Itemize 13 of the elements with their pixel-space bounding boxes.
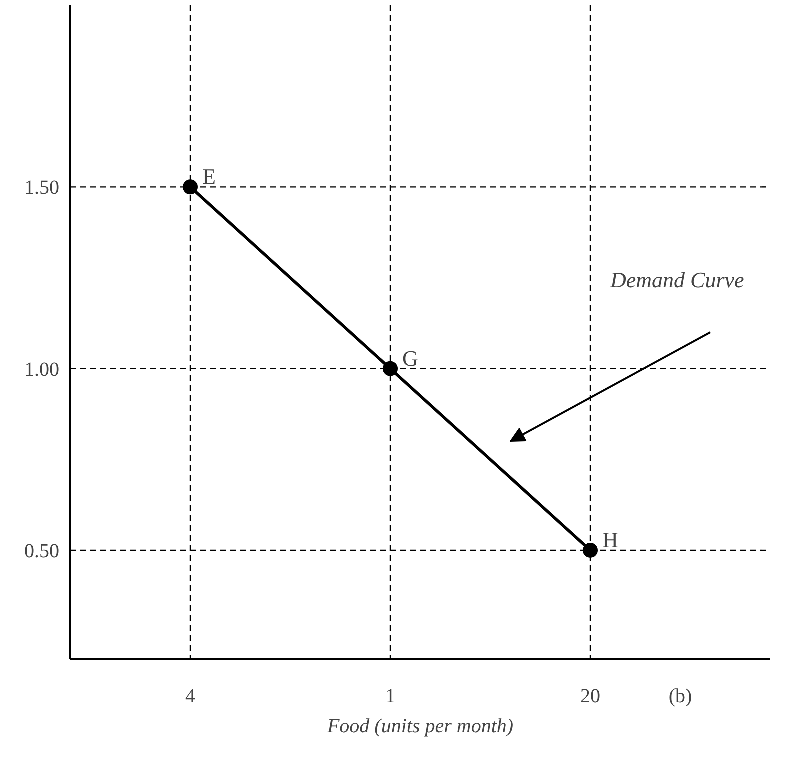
y-tick-label: 0.50	[24, 540, 60, 562]
x-tick-label: 4	[186, 686, 196, 708]
y-tick-label: 1.50	[24, 177, 60, 200]
x-tick-label: 20	[580, 686, 600, 708]
x-tick-label: 1	[386, 686, 396, 708]
annotation: G	[402, 346, 418, 371]
annotation: Demand Curve	[610, 268, 745, 292]
y-tick-label: 1.00	[24, 358, 60, 381]
annotation: E	[202, 164, 216, 190]
x-axis-title: Food (units per month)	[326, 716, 514, 738]
point	[583, 543, 598, 558]
annotation: H	[602, 528, 618, 552]
text: (b)	[668, 686, 692, 708]
